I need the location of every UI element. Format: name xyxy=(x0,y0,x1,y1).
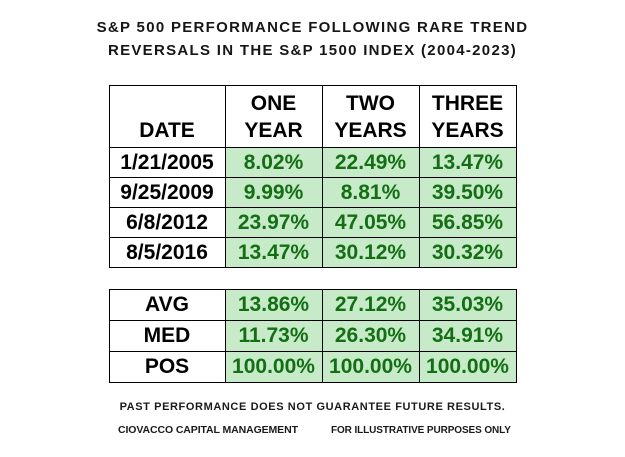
credits-row: CIOVACCO CAPITAL MANAGEMENT FOR ILLUSTRA… xyxy=(0,424,625,438)
summary-row-med: MED 11.73% 26.30% 34.91% xyxy=(108,320,517,352)
value-cell: 22.49% xyxy=(321,147,420,178)
value-cell: 13.47% xyxy=(418,147,517,178)
performance-table: DATE ONE YEAR TWO YEARS THREE YEARS 1/21… xyxy=(108,85,517,268)
value-cell: 27.12% xyxy=(321,289,420,321)
value-cell: 26.30% xyxy=(321,320,420,352)
summary-label: AVG xyxy=(108,289,226,321)
date-cell: 9/25/2009 xyxy=(108,177,226,208)
table-row: 8/5/2016 13.47% 30.12% 30.32% xyxy=(108,237,517,268)
disclaimer-text: PAST PERFORMANCE DOES NOT GUARANTEE FUTU… xyxy=(119,401,506,413)
value-cell: 9.99% xyxy=(224,177,323,208)
summary-label: MED xyxy=(108,320,226,352)
date-cell: 6/8/2012 xyxy=(108,207,226,238)
summary-table: AVG 13.86% 27.12% 35.03% MED 11.73% 26.3… xyxy=(108,289,517,383)
value-cell: 34.91% xyxy=(418,320,517,352)
header-one-year-line1: ONE xyxy=(250,92,297,115)
value-cell: 30.12% xyxy=(321,237,420,268)
header-one-year: ONE YEAR xyxy=(224,85,323,148)
value-cell: 8.81% xyxy=(321,177,420,208)
value-cell: 35.03% xyxy=(418,289,517,321)
value-cell: 100.00% xyxy=(321,351,420,383)
header-date: DATE xyxy=(108,85,226,148)
header-two-years-line2: YEARS xyxy=(334,119,407,142)
source-credit: CIOVACCO CAPITAL MANAGEMENT xyxy=(118,424,298,436)
value-cell: 100.00% xyxy=(418,351,517,383)
header-two-years: TWO YEARS xyxy=(321,85,420,148)
header-two-years-line1: TWO xyxy=(346,92,395,115)
value-cell: 8.02% xyxy=(224,147,323,178)
header-three-years-line2: YEARS xyxy=(431,119,504,142)
table-row: 9/25/2009 9.99% 8.81% 39.50% xyxy=(108,177,517,208)
header-one-year-line2: YEAR xyxy=(244,119,303,142)
summary-row-pos: POS 100.00% 100.00% 100.00% xyxy=(108,351,517,383)
date-cell: 8/5/2016 xyxy=(108,237,226,268)
table-row: 6/8/2012 23.97% 47.05% 56.85% xyxy=(108,207,517,238)
value-cell: 56.85% xyxy=(418,207,517,238)
header-date-label: DATE xyxy=(139,119,195,142)
value-cell: 23.97% xyxy=(224,207,323,238)
title-line-1: S&P 500 PERFORMANCE FOLLOWING RARE TREND xyxy=(96,19,529,36)
value-cell: 13.86% xyxy=(224,289,323,321)
title-line-2: REVERSALS IN THE S&P 1500 INDEX (2004-20… xyxy=(107,42,518,59)
header-three-years: THREE YEARS xyxy=(418,85,517,148)
value-cell: 100.00% xyxy=(224,351,323,383)
header-three-years-line1: THREE xyxy=(431,92,504,115)
chart-title: S&P 500 PERFORMANCE FOLLOWING RARE TREND… xyxy=(0,16,625,62)
table-row: 1/21/2005 8.02% 22.49% 13.47% xyxy=(108,147,517,178)
value-cell: 39.50% xyxy=(418,177,517,208)
value-cell: 30.32% xyxy=(418,237,517,268)
date-cell: 1/21/2005 xyxy=(108,147,226,178)
value-cell: 11.73% xyxy=(224,320,323,352)
value-cell: 13.47% xyxy=(224,237,323,268)
summary-label: POS xyxy=(108,351,226,383)
value-cell: 47.05% xyxy=(321,207,420,238)
header-row: DATE ONE YEAR TWO YEARS THREE YEARS xyxy=(108,85,517,148)
illustrative-note: FOR ILLUSTRATIVE PURPOSES ONLY xyxy=(331,425,511,436)
summary-row-avg: AVG 13.86% 27.12% 35.03% xyxy=(108,289,517,321)
